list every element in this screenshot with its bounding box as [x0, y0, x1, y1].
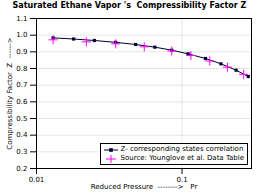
svg-text:0.4: 0.4 — [16, 131, 28, 139]
svg-text:Reduced Pressure -------->: Reduced Pressure --------> Pr — [91, 183, 198, 191]
svg-text:0.7: 0.7 — [16, 81, 27, 89]
svg-text:0.5: 0.5 — [16, 115, 27, 123]
html-text:Z- corresponding states correl: Z- corresponding states correlation — [120, 145, 244, 153]
svg-text:0.01: 0.01 — [29, 176, 45, 184]
svg-text:1.1: 1.1 — [16, 15, 27, 23]
svg-text:1.0: 1.0 — [16, 31, 27, 39]
svg-text:0.1: 0.1 — [176, 176, 188, 185]
svg-text:0.9: 0.9 — [16, 48, 27, 56]
html-text:Source: Younglove et al. Data: Source: Younglove et al. Data Table — [120, 154, 244, 162]
svg-text:0.8: 0.8 — [16, 65, 27, 73]
svg-text:Compressibility Factor Z ---: Compressibility Factor Z ------> — [6, 37, 14, 149]
svg-text:0.2: 0.2 — [16, 165, 27, 173]
svg-text:0.3: 0.3 — [16, 148, 27, 156]
svg-text:0.6: 0.6 — [16, 98, 28, 106]
html-text:Saturated Ethane Vapor 's Comp: Saturated Ethane Vapor 's Compressibilit… — [12, 1, 247, 10]
